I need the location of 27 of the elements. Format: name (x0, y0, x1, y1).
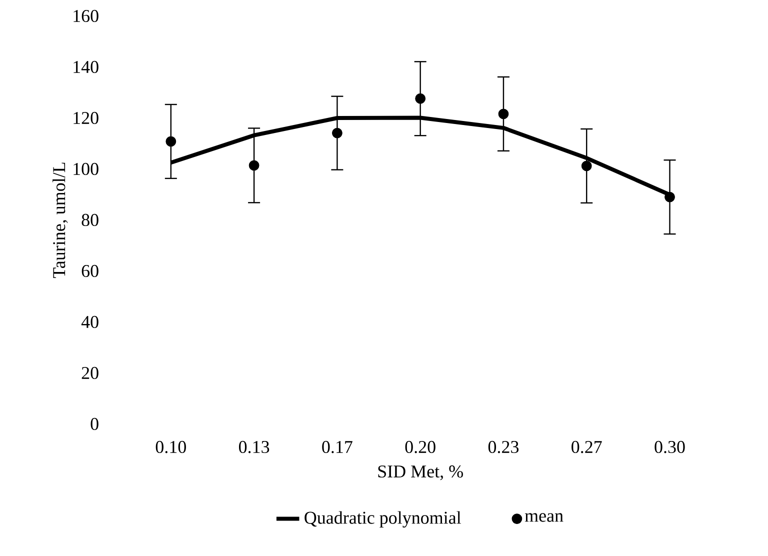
x-tick-label: 0.17 (322, 440, 352, 454)
y-tick-label: 140 (74, 60, 98, 74)
x-tick-label: 0.30 (654, 440, 685, 454)
y-tick-label: 120 (74, 112, 98, 124)
y-tick-label: 160 (74, 10, 98, 22)
point (415, 93, 426, 104)
x-tick-label: 0.10 (156, 440, 186, 454)
x-tick-label: 0.20 (405, 440, 436, 454)
legend-label: Quadratic polynomial (304, 511, 461, 528)
y-tick-label: 60 (82, 264, 98, 278)
point (332, 128, 342, 138)
y-tick-label: 100 (74, 162, 98, 176)
y-tick-label: 40 (81, 316, 98, 328)
x-tick-label: 0.23 (488, 440, 519, 454)
point (498, 108, 509, 120)
y-tick-label: 0 (90, 418, 98, 430)
y-tick-label: 20 (82, 366, 98, 380)
point (166, 136, 176, 147)
legend-label: mean (524, 513, 564, 522)
y-axis-title: Taurine, umol/L (52, 162, 68, 278)
x-tick-label: 0.27 (572, 440, 602, 454)
point (581, 160, 592, 172)
point (248, 160, 260, 171)
y-tick-label: 80 (82, 214, 98, 226)
point (664, 192, 675, 202)
x-axis-title: SID Met, % (378, 465, 463, 480)
x-tick-label: 0.13 (238, 440, 270, 454)
